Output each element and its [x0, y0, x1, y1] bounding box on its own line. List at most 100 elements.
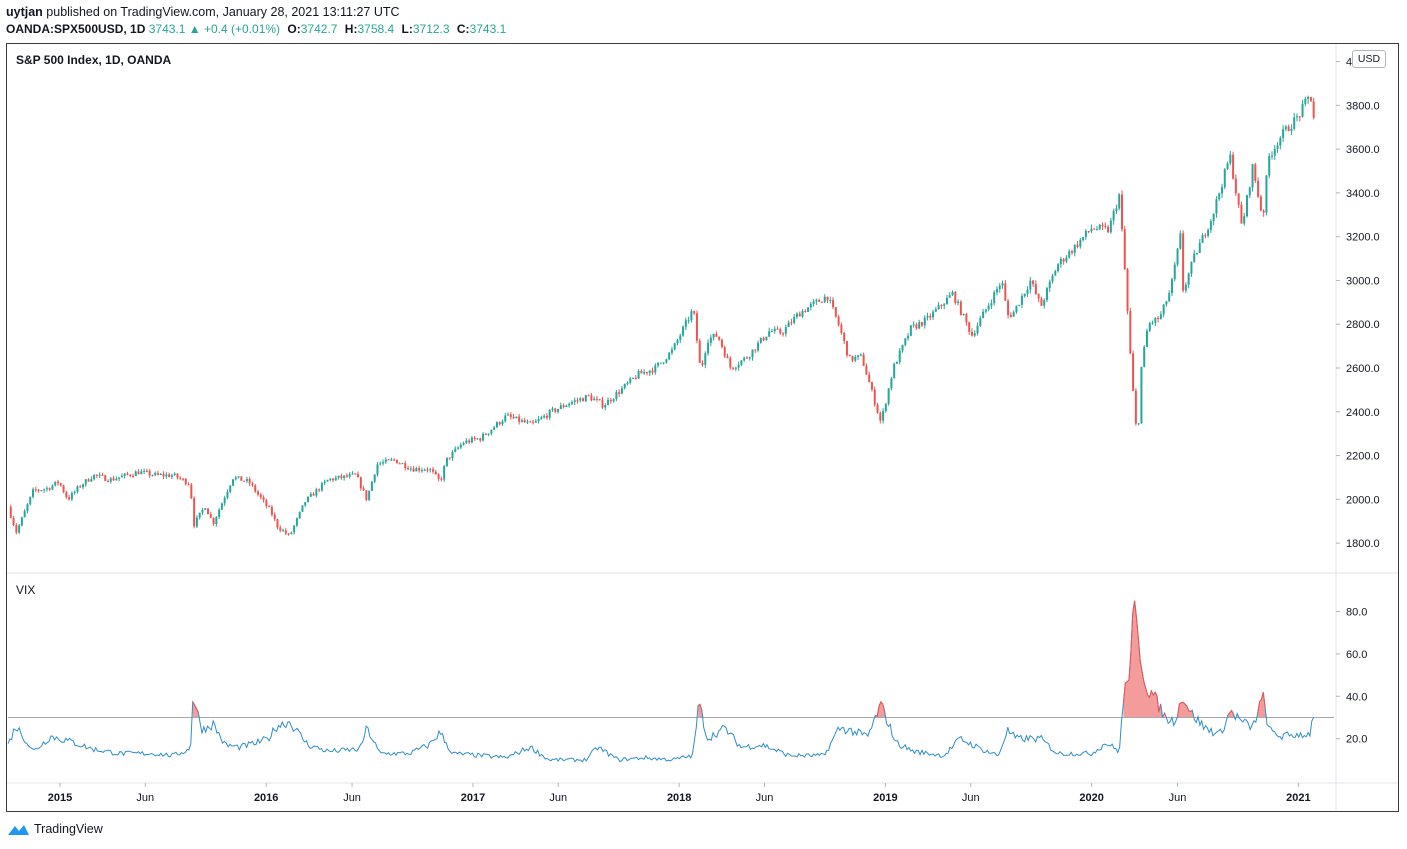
candle-body: [51, 485, 54, 490]
candle-body: [362, 488, 365, 491]
candle-body: [1293, 117, 1296, 129]
candle-body: [723, 347, 726, 357]
candle-body: [1198, 242, 1201, 253]
candle-body: [1032, 280, 1035, 285]
candle-body: [804, 310, 807, 312]
candle-body: [720, 339, 723, 348]
candle-body: [937, 304, 940, 310]
candle-body: [918, 322, 921, 329]
candle-body: [976, 325, 979, 334]
candle-body: [220, 503, 223, 510]
candle-body: [673, 343, 676, 350]
candle-body: [101, 474, 104, 476]
candle-body: [823, 296, 826, 303]
symbol-label[interactable]: OANDA:SPX500USD, 1D: [6, 22, 146, 36]
candle-body: [173, 473, 176, 476]
candle-body: [623, 383, 626, 389]
price-tick-label: 1800.0: [1346, 538, 1380, 550]
candle-body: [757, 342, 760, 351]
candle-body: [579, 398, 582, 401]
candle-body: [287, 533, 290, 535]
price-tick-label: 2400.0: [1346, 407, 1380, 419]
tradingview-logo[interactable]: TradingView: [6, 822, 103, 836]
candle-body: [1090, 228, 1093, 232]
candle-body: [620, 388, 623, 394]
candle-body: [870, 382, 873, 390]
candle-body: [95, 474, 98, 476]
candle-body: [570, 402, 573, 404]
time-tick-label: Jun: [1169, 792, 1187, 804]
candle-body: [859, 354, 862, 356]
time-tick-label: 2015: [48, 792, 72, 804]
candle-body: [651, 370, 654, 373]
candle-body: [1284, 126, 1287, 130]
candle-body: [282, 530, 285, 532]
candle-body: [629, 378, 632, 383]
candle-body: [1007, 300, 1010, 315]
spx-pane-title: S&P 500 Index, 1D, OANDA: [16, 53, 171, 67]
candle-body: [440, 478, 443, 480]
candle-body: [532, 421, 535, 423]
candle-body: [632, 377, 635, 379]
candle-body: [340, 475, 343, 479]
candle-body: [904, 338, 907, 345]
candle-body: [584, 395, 587, 402]
candle-body: [354, 473, 357, 475]
candle-body: [254, 485, 257, 492]
vix-tick-label: 60.0: [1346, 649, 1367, 661]
candle-body: [29, 496, 32, 505]
candle-body: [487, 433, 490, 435]
candle-body: [970, 331, 973, 336]
candle-body: [1193, 253, 1196, 263]
candle-body: [504, 415, 507, 422]
candle-body: [1107, 226, 1110, 233]
candle-body: [337, 475, 340, 478]
candle-body: [393, 459, 396, 461]
vix-pane[interactable]: [7, 600, 1334, 763]
candle-body: [768, 331, 771, 337]
author-name[interactable]: uytjan: [6, 5, 43, 19]
vix-axis[interactable]: 80.0 60.0 40.0 20.0: [1336, 607, 1367, 746]
price-tick-label: 3400.0: [1346, 188, 1380, 200]
vix-line[interactable]: [7, 600, 1315, 763]
price-axis[interactable]: 4000.03800.03600.03400.03200.03000.02800…: [1336, 57, 1380, 551]
candle-body: [965, 313, 968, 323]
candle-body: [882, 411, 885, 421]
price-tick-label: 2800.0: [1346, 319, 1380, 331]
candle-body: [1251, 164, 1254, 188]
candle-body: [707, 342, 710, 354]
price-tick-label: 3000.0: [1346, 275, 1380, 287]
candle-body: [820, 301, 823, 303]
candle-body: [290, 532, 293, 535]
candle-body: [1282, 129, 1285, 138]
cloud-icon: [8, 825, 29, 835]
candle-body: [412, 468, 415, 472]
candle-body: [1001, 283, 1004, 286]
candle-body: [595, 398, 598, 400]
candle-body: [590, 395, 593, 401]
candle-body: [676, 340, 679, 344]
candle-body: [898, 350, 901, 363]
candle-body: [1157, 317, 1160, 320]
candle-body: [398, 463, 401, 465]
candle-body: [182, 478, 185, 480]
candle-body: [684, 320, 687, 327]
time-axis[interactable]: 2015 Jun 2016 Jun 2017 Jun 2018 Jun 2019 Jun 2020 J…: [48, 783, 1311, 804]
currency-button[interactable]: USD: [1352, 50, 1386, 68]
candle-body: [1307, 96, 1310, 99]
candle-body: [395, 459, 398, 464]
spx-pane[interactable]: [9, 95, 1315, 536]
candle-body: [473, 437, 476, 439]
time-tick-label: 2021: [1286, 792, 1310, 804]
ohlc-legend: OANDA:SPX500USD, 1D 3743.1 ▲ +0.4 (+0.01…: [6, 22, 506, 36]
candle-body: [507, 414, 510, 416]
candle-body: [293, 525, 296, 533]
candle-body: [76, 486, 79, 492]
candle-body: [159, 474, 162, 476]
candle-body: [54, 481, 57, 486]
chart-layout: [7, 44, 1398, 811]
candle-body: [909, 325, 912, 336]
candle-body: [359, 477, 362, 489]
candle-body: [587, 395, 590, 397]
